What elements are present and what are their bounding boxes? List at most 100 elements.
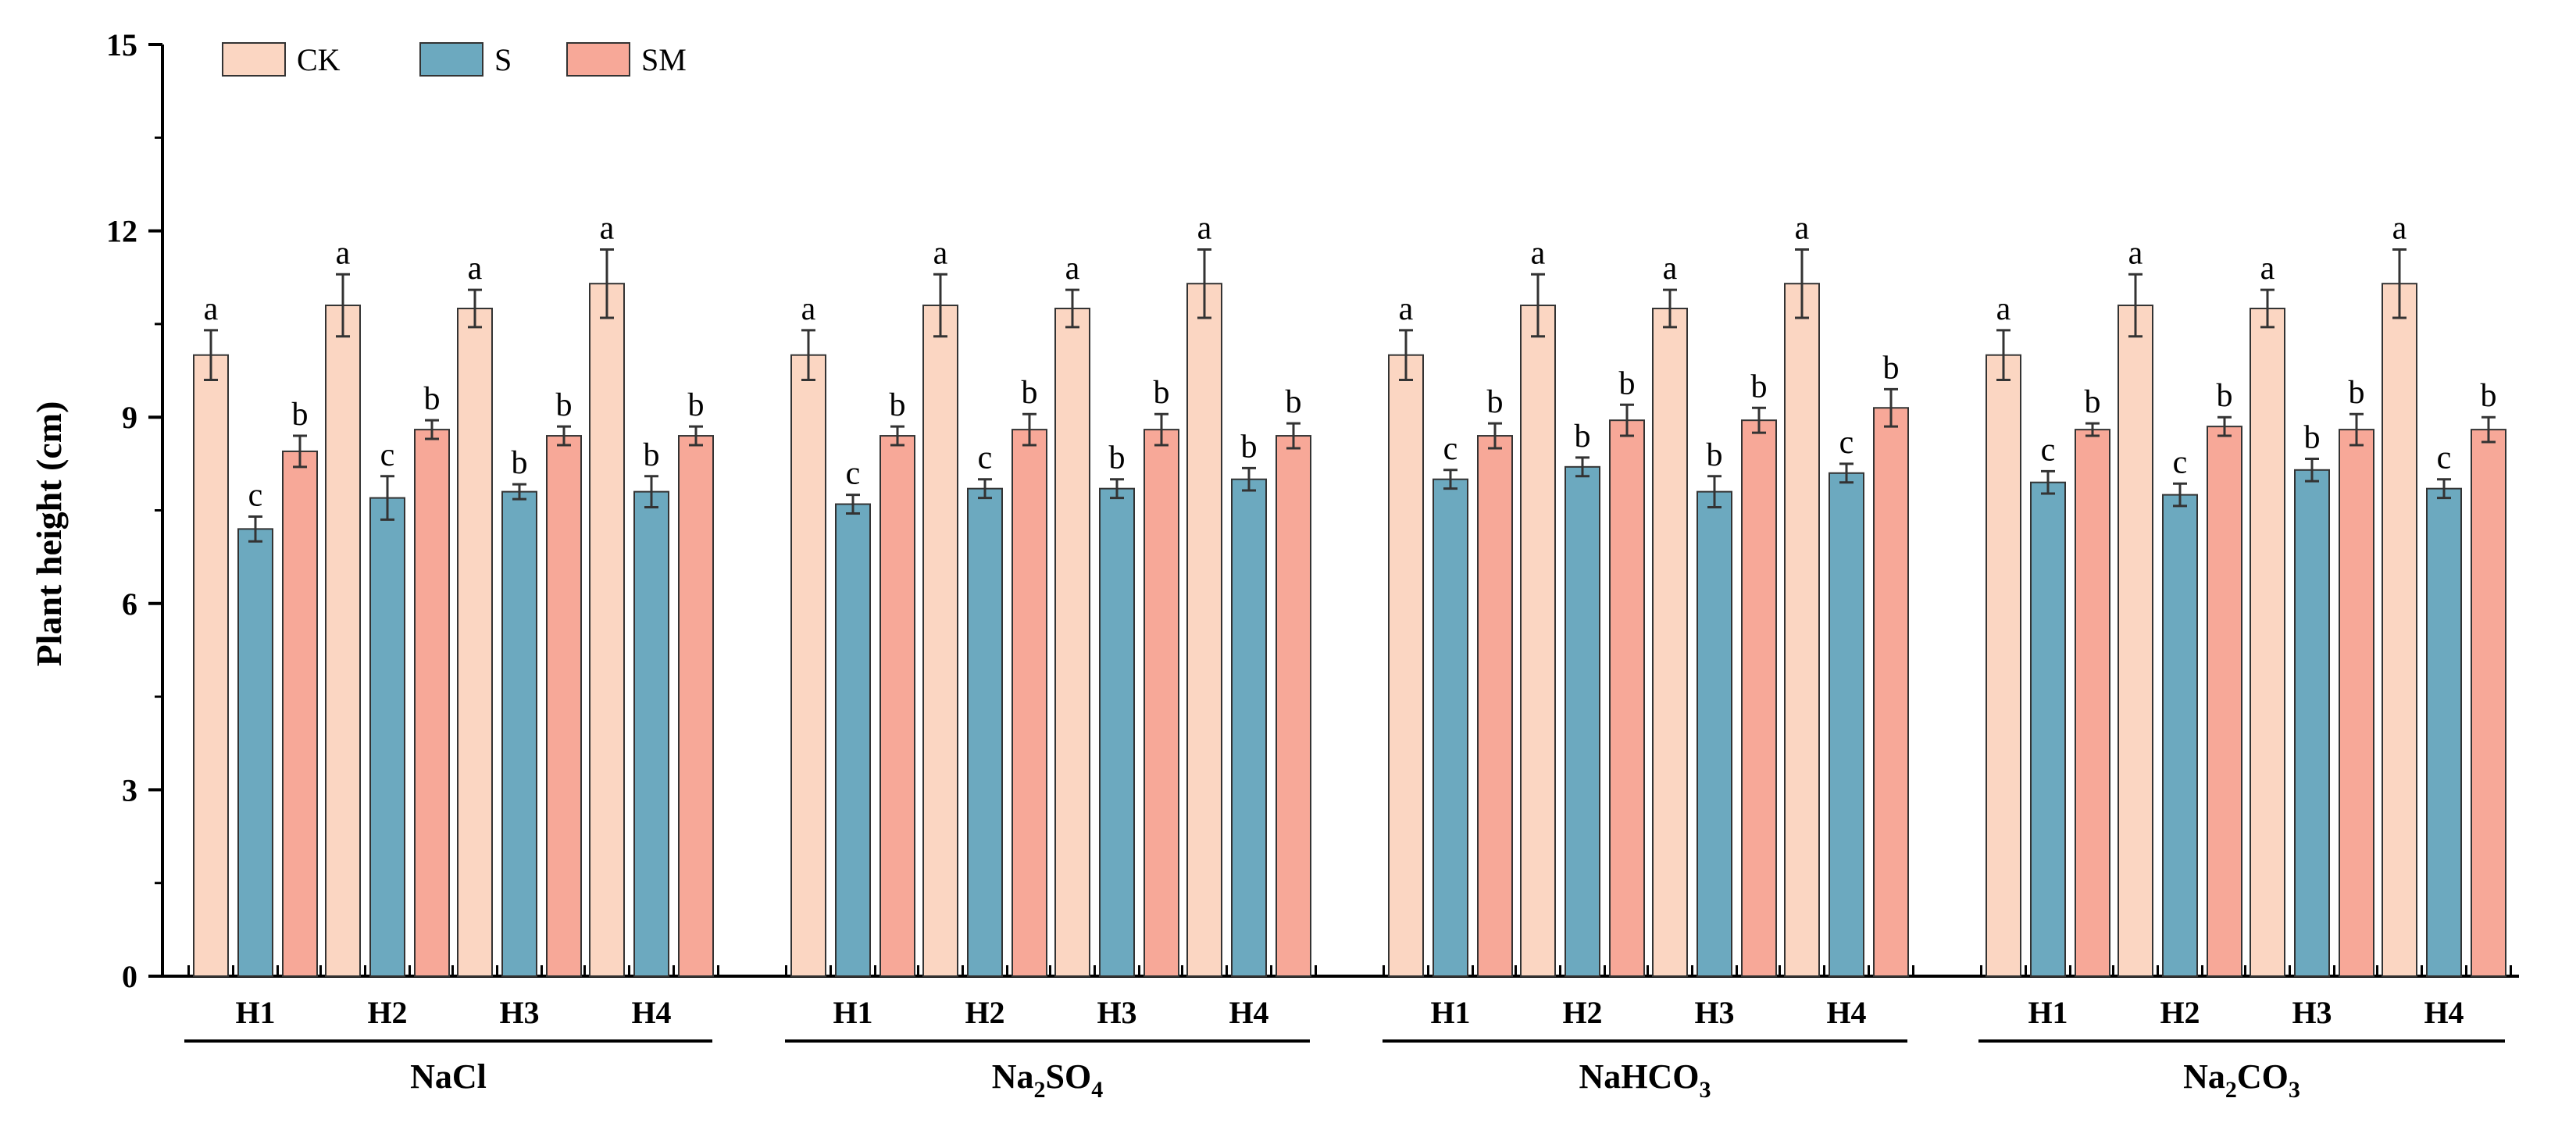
category-label: H1 bbox=[2028, 995, 2068, 1030]
bar-sm bbox=[2075, 429, 2110, 977]
significance-letter: b bbox=[644, 437, 660, 473]
significance-letter: a bbox=[2392, 210, 2407, 246]
bar-s bbox=[237, 528, 273, 977]
significance-letter: a bbox=[1531, 235, 1546, 271]
significance-letter: b bbox=[1883, 350, 1900, 386]
significance-letter: c bbox=[1839, 425, 1854, 461]
bar-sm bbox=[1144, 429, 1179, 977]
significance-letter: b bbox=[1575, 419, 1591, 455]
bar-sm bbox=[282, 450, 318, 977]
legend-label-sm: SM bbox=[641, 42, 687, 77]
bar-ck bbox=[790, 354, 826, 977]
category-label: H1 bbox=[833, 995, 872, 1030]
legend-label-ck: CK bbox=[297, 42, 341, 77]
bar-sm bbox=[546, 435, 582, 977]
legend-swatch-ck bbox=[222, 42, 286, 77]
significance-letter: c bbox=[978, 440, 993, 476]
bar-s bbox=[1565, 465, 1600, 977]
group-label: Na2CO3 bbox=[2183, 1057, 2300, 1103]
significance-letter: b bbox=[2217, 378, 2233, 414]
significance-letter: b bbox=[556, 387, 573, 423]
bar-ck bbox=[922, 305, 958, 978]
bar-ck bbox=[1652, 308, 1688, 977]
significance-letter: a bbox=[801, 291, 816, 327]
significance-letter: a bbox=[2260, 251, 2275, 287]
significance-letter: b bbox=[424, 381, 441, 417]
significance-letter: a bbox=[1399, 291, 1414, 327]
category-label: H2 bbox=[2160, 995, 2200, 1030]
bar-ck bbox=[1388, 354, 1424, 977]
significance-letter: b bbox=[1241, 429, 1258, 465]
significance-letter: b bbox=[2304, 419, 2321, 455]
bar-sm bbox=[1873, 407, 1909, 977]
bar-ck bbox=[325, 305, 361, 978]
category-label: H1 bbox=[1430, 995, 1470, 1030]
significance-letter: b bbox=[2481, 378, 2497, 414]
significance-letter: c bbox=[2041, 432, 2056, 468]
significance-letter: c bbox=[1443, 431, 1458, 467]
significance-letter: a bbox=[933, 235, 948, 271]
bar-ck bbox=[1054, 308, 1090, 977]
y-tick-label: 12 bbox=[106, 214, 137, 249]
y-tick-label: 9 bbox=[122, 400, 137, 435]
significance-letter: b bbox=[1707, 437, 1723, 473]
significance-letter: b bbox=[292, 397, 309, 433]
category-label: H3 bbox=[2292, 995, 2332, 1030]
bar-sm bbox=[1477, 435, 1513, 977]
significance-letter: a bbox=[336, 235, 351, 271]
legend-swatch-s bbox=[419, 42, 483, 77]
bar-s bbox=[369, 497, 405, 977]
bar-sm bbox=[1011, 429, 1047, 977]
significance-letter: a bbox=[1065, 251, 1080, 287]
y-axis-title: Plant height (cm) bbox=[29, 401, 69, 667]
significance-letter: b bbox=[1751, 369, 1768, 405]
category-label: H2 bbox=[965, 995, 1004, 1030]
group-label: NaCl bbox=[410, 1057, 487, 1096]
bar-ck bbox=[2382, 283, 2417, 978]
legend-label-s: S bbox=[494, 42, 512, 77]
bar-sm bbox=[2207, 426, 2242, 977]
bars-layer bbox=[193, 248, 2506, 978]
significance-letter: c bbox=[2437, 440, 2452, 476]
group-label: Na2SO4 bbox=[992, 1057, 1103, 1103]
bar-ck bbox=[457, 308, 493, 977]
bar-sm bbox=[2471, 429, 2506, 977]
significance-letter: c bbox=[248, 477, 263, 513]
category-label: H3 bbox=[499, 995, 539, 1030]
legend: CK S SM bbox=[222, 42, 687, 77]
category-label: H2 bbox=[367, 995, 407, 1030]
bar-s bbox=[501, 490, 537, 977]
category-label: H3 bbox=[1694, 995, 1734, 1030]
significance-letter: b bbox=[2349, 375, 2365, 411]
bar-ck bbox=[1986, 354, 2021, 977]
bar-sm bbox=[1609, 419, 1645, 977]
bar-s bbox=[633, 490, 669, 977]
bar-s bbox=[2294, 469, 2330, 977]
bar-s bbox=[2162, 494, 2198, 977]
bar-sm bbox=[678, 435, 714, 977]
category-label: H1 bbox=[235, 995, 275, 1030]
category-label: H2 bbox=[1562, 995, 1602, 1030]
bar-s bbox=[1099, 487, 1135, 977]
bar-sm bbox=[2339, 429, 2374, 977]
bar-s bbox=[2030, 481, 2066, 977]
bar-s bbox=[1231, 478, 1267, 977]
y-tick-label: 0 bbox=[122, 959, 137, 994]
bar-sm bbox=[1741, 419, 1777, 977]
significance-letter: b bbox=[2085, 384, 2101, 420]
significance-letter: a bbox=[1663, 251, 1678, 287]
significance-letter: b bbox=[1487, 384, 1504, 420]
significance-letter: b bbox=[890, 387, 906, 423]
bar-s bbox=[1697, 490, 1732, 977]
significance-letter: b bbox=[1109, 440, 1126, 476]
category-label: H4 bbox=[2424, 995, 2464, 1030]
category-label: H4 bbox=[631, 995, 671, 1030]
bar-sm bbox=[414, 429, 450, 977]
category-label: H4 bbox=[1229, 995, 1268, 1030]
bar-s bbox=[1432, 478, 1468, 977]
bar-ck bbox=[1784, 283, 1820, 978]
bar-s bbox=[1829, 472, 1864, 977]
significance-letter: a bbox=[1795, 210, 1810, 246]
